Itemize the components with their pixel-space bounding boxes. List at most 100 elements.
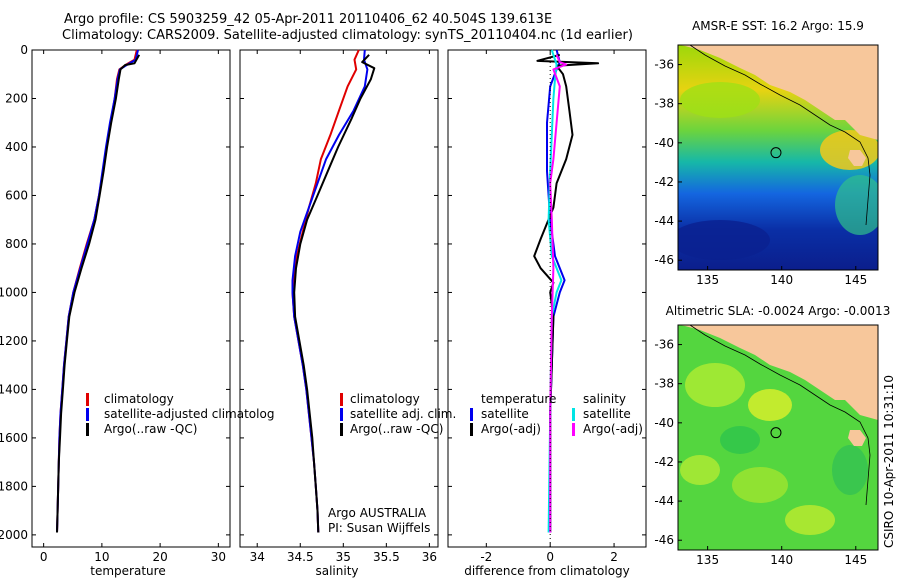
legend-swatch-temp-argo — [470, 423, 473, 436]
legend-label-argo: Argo(..raw -QC) — [104, 422, 197, 436]
map-y-tick-label: -42 — [654, 175, 674, 189]
x-tick-label: 35.5 — [373, 550, 400, 564]
sst-warm-patch — [680, 82, 760, 118]
argo-float-position — [770, 147, 782, 159]
y-tick-label: 2000 — [0, 528, 28, 542]
legend-swatch-argo — [340, 423, 343, 436]
y-tick-label: 400 — [5, 140, 28, 154]
x-tick-label: 0 — [40, 550, 48, 564]
australia-landmass — [678, 325, 878, 420]
tasmania-island — [848, 430, 866, 446]
legend-label-climatology: climatology — [104, 392, 174, 406]
map-x-tick-label: 145 — [844, 273, 867, 287]
legend-label-temp-argo: Argo(-adj) — [481, 422, 541, 436]
sla-high-patch — [685, 363, 745, 407]
difference-axis-label: difference from climatology — [464, 564, 630, 578]
temperature-legend: climatology satellite-adjusted climatolo… — [86, 392, 274, 436]
legend-label-argo: Argo(..raw -QC) — [350, 422, 443, 436]
legend-heading-temperature: temperature — [481, 392, 556, 406]
x-tick-label: 2 — [610, 550, 618, 564]
sla-map-frame — [677, 324, 879, 551]
x-tick-label: 34.5 — [287, 550, 314, 564]
map-y-tick-label: -38 — [654, 97, 674, 111]
argo-program-annotation: Argo AUSTRALIA — [328, 506, 427, 520]
map-y-tick-label: -40 — [654, 136, 674, 150]
sst-map-title: AMSR-E SST: 16.2 Argo: 15.9 — [692, 19, 864, 33]
map-y-tick-label: -44 — [654, 214, 674, 228]
map-y-tick-label: -46 — [654, 533, 674, 547]
difference-axes — [447, 49, 647, 548]
y-tick-label: 200 — [5, 91, 28, 105]
sla-high-patch — [732, 467, 788, 503]
legend-swatch-satellite — [340, 408, 343, 421]
legend-swatch-argo — [86, 423, 89, 436]
tasmania-island — [848, 150, 866, 166]
x-tick-label: 34 — [250, 550, 265, 564]
timestamp-label: CSIRO 10-Apr-2011 10:31:10 — [882, 375, 896, 548]
sst-warm-patch — [835, 175, 878, 235]
sla-map — [678, 325, 878, 550]
x-tick-label: 36 — [422, 550, 437, 564]
salinity-axes — [239, 49, 439, 548]
shelf-contour — [689, 325, 871, 506]
x-tick-label: 20 — [152, 550, 167, 564]
sla-map-title: Altimetric SLA: -0.0024 Argo: -0.0013 — [666, 304, 891, 318]
legend-swatch-sal-satellite — [572, 408, 575, 421]
sst-map-frame — [677, 44, 879, 271]
legend-heading-salinity: salinity — [583, 392, 626, 406]
legend-label-sal-argo: Argo(-adj) — [583, 422, 643, 436]
y-tick-label: 1600 — [0, 431, 28, 445]
sst-map — [678, 45, 878, 270]
sla-low-patch — [720, 426, 760, 454]
legend-label-satellite: satellite adj. clim. — [350, 407, 456, 421]
series-line-temperature-argo — [533, 53, 600, 533]
pi-annotation: PI: Susan Wijffels — [328, 521, 430, 535]
map-y-tick-label: -38 — [654, 377, 674, 391]
temperature-axis-label: temperature — [90, 564, 165, 578]
salinity-legend: climatology satellite adj. clim. Argo(..… — [340, 392, 456, 436]
australia-landmass — [678, 45, 878, 140]
map-y-tick-label: -40 — [654, 416, 674, 430]
legend-swatch-climatology — [86, 393, 89, 406]
series-line-argo — [56, 54, 141, 533]
sla-low-patch — [832, 445, 868, 495]
x-tick-label: 0 — [546, 550, 554, 564]
y-tick-label: 1000 — [0, 285, 28, 299]
y-tick-label: 1400 — [0, 382, 28, 396]
map-y-tick-label: -42 — [654, 455, 674, 469]
figure-title-line1: Argo profile: CS 5903259_42 05-Apr-2011 … — [64, 12, 553, 27]
shelf-contour — [689, 45, 871, 226]
map-y-tick-label: -44 — [654, 494, 674, 508]
temperature-axes — [31, 49, 231, 548]
map-y-tick-label: -36 — [654, 338, 674, 352]
y-tick-label: 800 — [5, 237, 28, 251]
y-tick-label: 1200 — [0, 334, 28, 348]
x-tick-label: 10 — [94, 550, 109, 564]
y-tick-label: 600 — [5, 188, 28, 202]
figure-title-line2: Climatology: CARS2009. Satellite-adjuste… — [62, 28, 633, 43]
map-x-tick-label: 135 — [696, 553, 719, 567]
legend-swatch-climatology — [340, 393, 343, 406]
legend-swatch-sal-argo — [572, 423, 575, 436]
x-tick-label: 30 — [211, 550, 226, 564]
series-line-argo — [293, 54, 376, 533]
difference-legend: temperature satellite Argo(-adj) salinit… — [470, 392, 643, 436]
legend-label-sal-satellite: satellite — [583, 407, 631, 421]
x-tick-label: 35 — [336, 550, 351, 564]
legend-label-climatology: climatology — [350, 392, 420, 406]
salinity-axis-label: salinity — [315, 564, 358, 578]
y-tick-label: 1800 — [0, 479, 28, 493]
sla-high-patch — [785, 505, 835, 535]
legend-label-temp-satellite: satellite — [481, 407, 529, 421]
series-line-climatology — [56, 49, 138, 533]
map-x-tick-label: 135 — [696, 273, 719, 287]
map-x-tick-label: 140 — [770, 553, 793, 567]
y-tick-label: 0 — [20, 43, 28, 57]
legend-swatch-satellite — [86, 408, 89, 421]
sla-high-patch — [748, 389, 792, 421]
x-tick-label: -2 — [480, 550, 492, 564]
map-x-tick-label: 140 — [770, 273, 793, 287]
map-y-tick-label: -36 — [654, 58, 674, 72]
legend-swatch-temp-satellite — [470, 408, 473, 421]
